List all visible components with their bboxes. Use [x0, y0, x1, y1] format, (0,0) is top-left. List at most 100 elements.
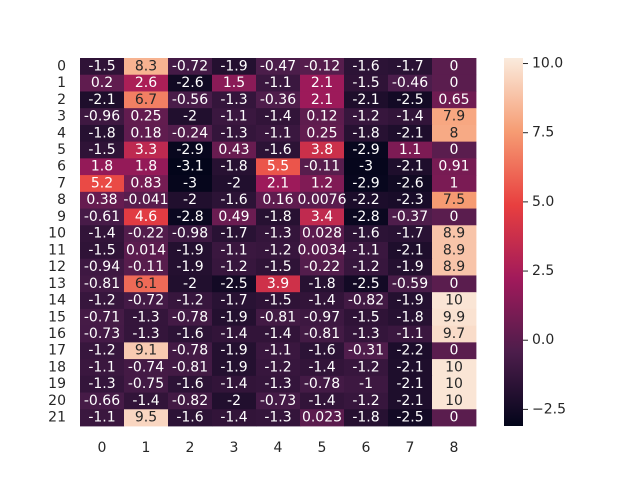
heatmap-cell [124, 191, 169, 209]
cell-value-label: -0.61 [84, 209, 120, 225]
heatmap-cell [168, 342, 213, 360]
cell-value-label: -0.74 [128, 359, 164, 375]
cell-value-label: -1.5 [352, 75, 379, 91]
cell-value-label: -1.6 [264, 142, 291, 158]
heatmap-cell [212, 108, 257, 126]
heatmap-cell [256, 208, 301, 226]
cell-value-label: 0 [450, 343, 459, 359]
heatmap-cell [80, 208, 125, 226]
heatmap-cell [212, 392, 257, 410]
heatmap-cell [344, 141, 389, 159]
cell-value-label: -1.9 [396, 259, 423, 275]
heatmap-cell [168, 392, 213, 410]
cell-value-label: 0.65 [438, 92, 469, 108]
cell-value-label: -1.1 [88, 359, 115, 375]
cell-value-label: 0 [450, 410, 459, 426]
cell-value-label: -1.6 [220, 192, 247, 208]
heatmap-cell [256, 91, 301, 109]
cell-value-label: 10 [445, 393, 463, 409]
heatmap-cell [124, 208, 169, 226]
cell-value-label: -1.3 [264, 410, 291, 426]
cell-value-label: -1.3 [132, 309, 159, 325]
cell-value-label: -2.9 [176, 142, 203, 158]
heatmap-cell [388, 158, 433, 176]
cell-value-label: 9.1 [135, 343, 157, 359]
cell-value-label: -3 [183, 175, 197, 191]
heatmap-cell [124, 74, 169, 92]
cell-value-label: -2.5 [352, 276, 379, 292]
y-tick-label: 3 [57, 109, 66, 125]
cell-value-label: 8.9 [443, 259, 465, 275]
heatmap-cell [168, 91, 213, 109]
heatmap-cell [124, 242, 169, 260]
heatmap-cell [344, 375, 389, 393]
heatmap-cell [256, 375, 301, 393]
cell-value-label: -1.2 [220, 259, 247, 275]
heatmap-cell [300, 108, 345, 126]
heatmap-cell [388, 275, 433, 293]
y-tick-label: 19 [48, 376, 66, 392]
heatmap-cell [168, 325, 213, 343]
colorbar-tick-label: 7.5 [532, 125, 554, 141]
heatmap-cell [168, 359, 213, 377]
heatmap-cell [124, 308, 169, 327]
heatmap-cell [344, 108, 389, 126]
heatmap-cell [124, 175, 169, 193]
cell-value-label: 0.49 [218, 209, 249, 225]
heatmap-cell [124, 108, 169, 126]
heatmap-cell [300, 208, 345, 226]
cell-value-label: -2 [227, 175, 241, 191]
cell-value-label: 1.2 [311, 175, 333, 191]
cell-value-label: -1.8 [352, 410, 379, 426]
cell-value-label: -2.5 [396, 92, 423, 108]
cell-value-label: -1.6 [352, 226, 379, 242]
cell-value-label: 10 [445, 293, 463, 309]
cell-value-label: -2.1 [396, 125, 423, 141]
cell-value-label: -1.1 [88, 410, 115, 426]
heatmap-cell [168, 108, 213, 126]
cell-value-label: -1.9 [220, 343, 247, 359]
heatmap-cell [388, 141, 433, 159]
cell-value-label: 0 [450, 75, 459, 91]
colorbar-tick-label: 10.0 [532, 56, 563, 72]
heatmap-cell [300, 409, 345, 427]
cell-value-label: -0.71 [84, 309, 120, 325]
heatmap-cell [256, 359, 301, 377]
heatmap-cell [300, 375, 345, 393]
heatmap-cell [168, 258, 213, 276]
heatmap-cell [300, 292, 345, 310]
y-tick-label: 17 [48, 343, 66, 359]
heatmap-cell [432, 375, 477, 393]
heatmap-cell [212, 242, 257, 260]
heatmap-cell [256, 342, 301, 360]
cell-value-label: -1.5 [88, 58, 115, 74]
cell-value-label: -1.5 [264, 259, 291, 275]
heatmap-cell [388, 242, 433, 260]
y-tick-label: 21 [48, 410, 66, 426]
cell-value-label: -0.98 [172, 226, 208, 242]
cell-value-label: -1.8 [264, 209, 291, 225]
y-tick-label: 9 [57, 209, 66, 225]
heatmap-cell [80, 275, 125, 293]
cell-value-label: -1.2 [88, 343, 115, 359]
heatmap-cell [168, 409, 213, 427]
heatmap-cell [124, 359, 169, 377]
heatmap-cell [256, 108, 301, 126]
heatmap-cell [80, 342, 125, 360]
cell-value-label: -2.5 [220, 276, 247, 292]
cell-value-label: 0 [450, 209, 459, 225]
heatmap-cell [344, 124, 389, 143]
y-tick-label: 11 [48, 242, 66, 258]
heatmap-cell [300, 225, 345, 243]
heatmap-cell [80, 392, 125, 410]
cell-value-label: -0.47 [260, 58, 296, 74]
cell-value-label: -0.73 [84, 326, 120, 342]
cell-value-label: 10 [445, 376, 463, 392]
cell-value-label: 9.9 [443, 309, 465, 325]
heatmap-cell [344, 292, 389, 310]
heatmap-cell [300, 58, 345, 76]
cell-value-label: -1 [359, 376, 373, 392]
cell-value-label: -2.8 [176, 209, 203, 225]
